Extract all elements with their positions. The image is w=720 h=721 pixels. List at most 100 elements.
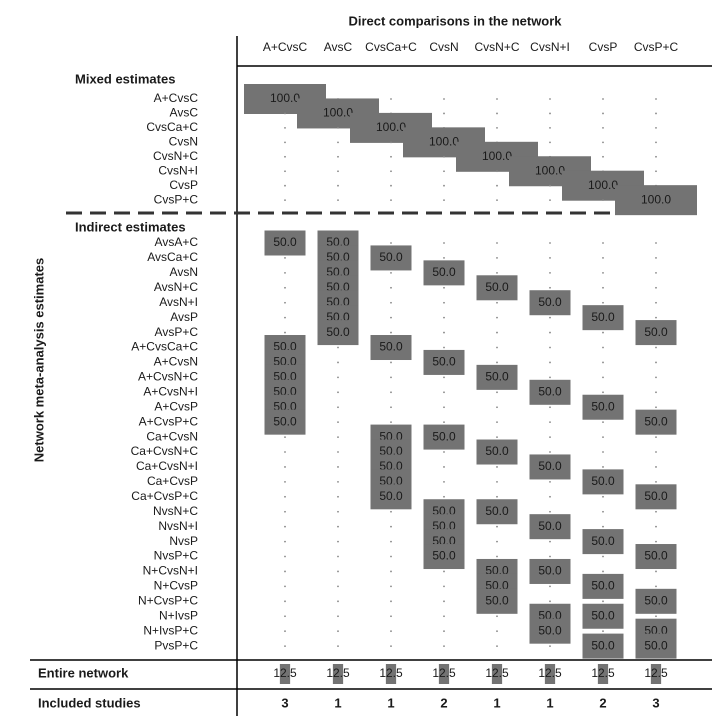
total-label: 12.5 (591, 666, 615, 680)
zero-dot (655, 361, 657, 364)
zero-dot (496, 257, 498, 259)
zero-dot (337, 451, 339, 453)
row-label: Ca+CvsP+C (131, 489, 198, 503)
zero-dot (496, 480, 498, 483)
contribution-box (635, 409, 677, 435)
zero-dot (602, 376, 604, 379)
row-label: NvsN+I (158, 519, 198, 533)
zero-dot (549, 406, 551, 409)
row-label: NvsP (169, 534, 198, 548)
row-label: AvsCa+C (147, 250, 198, 264)
contribution-box (423, 424, 465, 450)
zero-dot (284, 184, 286, 187)
contribution-box (476, 588, 518, 614)
zero-dot (496, 436, 498, 438)
zero-dot (602, 436, 604, 438)
value-label: 50.0 (485, 370, 509, 384)
zero-dot (337, 421, 339, 424)
zero-dot (549, 480, 551, 483)
zero-dot (284, 645, 286, 648)
value-label: 50.0 (432, 355, 456, 369)
zero-dot (337, 585, 339, 588)
zero-dot (655, 301, 657, 304)
row-label: AvsP+C (155, 325, 199, 339)
zero-dot (655, 141, 657, 144)
value-label: 100.0 (429, 135, 459, 149)
zero-dot (549, 257, 551, 259)
zero-dot (284, 331, 286, 334)
row-label: PvsP+C (154, 638, 198, 652)
column-label: CvsN+I (530, 40, 570, 54)
zero-dot (337, 199, 339, 202)
zero-dot (655, 510, 657, 513)
zero-dot (284, 495, 286, 498)
zero-dot (655, 466, 657, 468)
zero-dot (549, 451, 551, 453)
zero-dot (655, 155, 657, 158)
zero-dot (602, 361, 604, 364)
contribution-box (529, 514, 571, 540)
value-label: 50.0 (379, 340, 403, 354)
zero-dot (549, 645, 551, 648)
value-label: 50.0 (644, 549, 668, 563)
zero-dot (443, 615, 445, 618)
zero-dot (284, 436, 286, 438)
zero-dot (337, 436, 339, 438)
y-axis-label: Network meta-analysis estimates (31, 258, 46, 462)
contribution-box (529, 454, 571, 480)
zero-dot (337, 495, 339, 498)
zero-dot (443, 630, 445, 633)
zero-dot (655, 346, 657, 349)
zero-dot (655, 451, 657, 453)
zero-dot (602, 127, 604, 129)
zero-dot (655, 570, 657, 573)
zero-dot (655, 170, 657, 173)
zero-dot (337, 525, 339, 528)
row-label: Ca+CvsN+I (136, 459, 198, 473)
zero-dot (549, 199, 551, 202)
zero-dot (284, 286, 286, 289)
zero-dot (443, 170, 445, 173)
value-label: 100.0 (641, 192, 671, 206)
contribution-box (582, 573, 624, 599)
contribution-box (635, 588, 677, 614)
value-label: 50.0 (379, 250, 403, 264)
contribution-box (264, 230, 306, 256)
value-label: 50.0 (538, 459, 562, 473)
zero-dot (496, 170, 498, 173)
value-label: 50.0 (644, 489, 668, 503)
zero-dot (602, 391, 604, 394)
zero-dot (443, 331, 445, 334)
zero-dot (390, 155, 392, 158)
value-label: 50.0 (644, 414, 668, 428)
zero-dot (337, 170, 339, 173)
row-label: NvsN+C (153, 504, 198, 518)
zero-dot (337, 540, 339, 543)
zero-dot (496, 112, 498, 115)
zero-dot (390, 630, 392, 633)
zero-dot (602, 346, 604, 349)
row-label: AvsA+C (155, 235, 199, 249)
zero-dot (496, 540, 498, 543)
zero-dot (337, 615, 339, 618)
zero-dot (496, 421, 498, 424)
total-label: 12.5 (326, 666, 350, 680)
value-label: 50.0 (326, 325, 350, 339)
zero-dot (549, 286, 551, 289)
zero-dot (549, 361, 551, 364)
contribution-box (582, 603, 624, 629)
row-label: A+CvsN+C (138, 370, 198, 384)
zero-dot (390, 555, 392, 558)
value-label: 100.0 (588, 178, 618, 192)
value-label: 50.0 (538, 564, 562, 578)
zero-dot (443, 98, 445, 100)
studies-count: 1 (387, 695, 394, 710)
zero-dot (655, 112, 657, 115)
row-label: A+CvsCa+C (131, 340, 198, 354)
studies-label: Included studies (38, 695, 141, 710)
zero-dot (549, 112, 551, 115)
row-label: CvsN+I (158, 163, 198, 177)
zero-dot (390, 615, 392, 618)
contribution-box (476, 364, 518, 390)
